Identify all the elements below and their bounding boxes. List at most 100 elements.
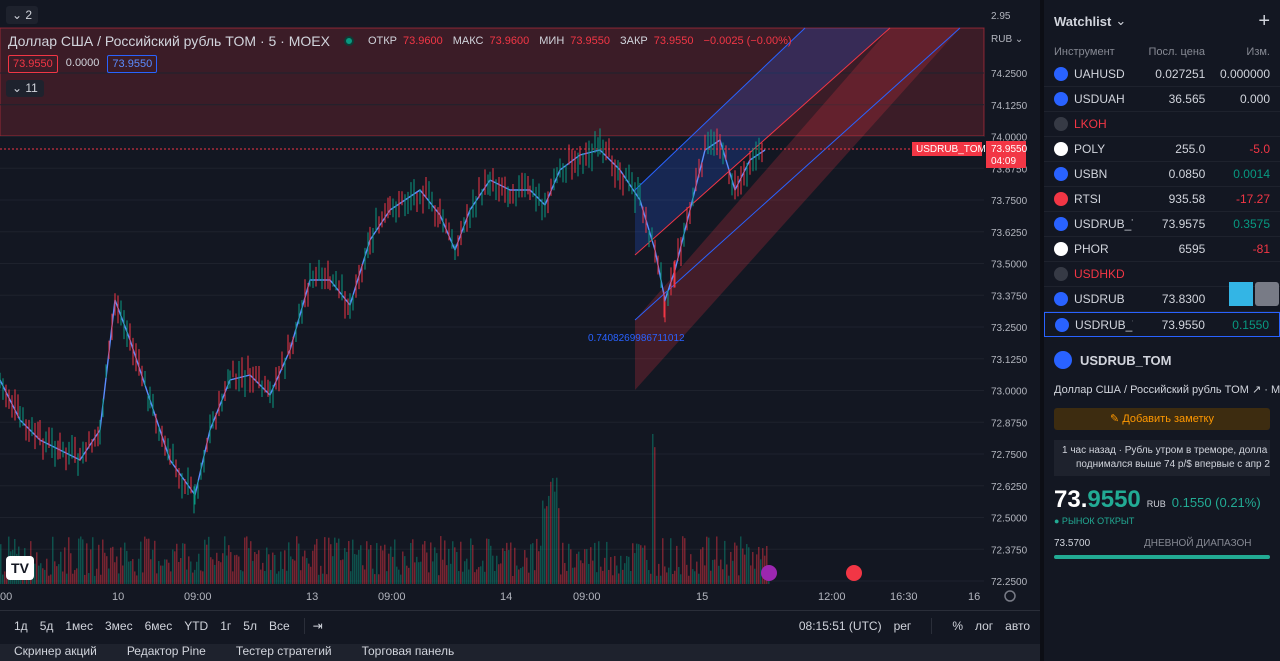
add-note-button[interactable]: ✎ Добавить заметку [1054,408,1270,430]
price-chart[interactable]: 2.95 RUB ⌄ 74.2500 74.1250 74.0000 73.8750 73.… [0,0,1040,610]
volume-bar [360,545,362,584]
volume-bar [710,570,712,584]
volume-bar [380,545,382,584]
watchlist-title[interactable]: Watchlist [1054,13,1112,29]
volume-bar [272,552,274,584]
volume-bar [250,541,252,584]
watchlist-row[interactable]: USDRUB_TOM 73.9550 0.1550 [1044,312,1280,337]
price-tick-label: 73.7500 [991,196,1028,207]
volume-bar [520,568,522,584]
range-all[interactable]: Все [268,618,290,633]
volume-bar [310,566,312,584]
range-low: 73.5700 [1054,538,1091,549]
watchlist-last: 73.9550 [1161,317,1205,332]
range-5y[interactable]: 5л [243,618,257,633]
watchlist-row[interactable]: UAHUSD 0.027251 0.000000 [1044,62,1280,87]
percent-scale-button[interactable]: % [952,618,963,633]
volume-bar [206,544,208,584]
volume-bar [40,563,42,584]
volume-bar [392,556,394,584]
volume-bar [618,573,620,584]
channel-mid-line [634,27,891,256]
volume-bar [436,553,438,584]
volume-bar [174,551,176,584]
volume-bar [750,565,752,584]
chevron-down-icon[interactable]: ⌄ [1115,13,1127,28]
watchlist-row[interactable]: RTSI 935.58 -17.27 [1044,187,1280,212]
session-button[interactable]: рег [893,618,912,633]
watchlist-row[interactable]: USDRUB_TOD 73.9575 0.3575 [1044,212,1280,237]
watchlist-row[interactable]: USBN 0.0850 0.0014 [1044,162,1280,187]
ohlc-close-value: 73.9550 [653,35,694,47]
indicators-toggle[interactable]: ⌄ 11 [6,80,44,97]
auto-scale-button[interactable]: авто [1005,618,1030,633]
col-symbol[interactable]: Инструмент [1054,46,1115,58]
tab-trading-panel[interactable]: Торговая панель [361,644,455,658]
chart-title[interactable]: Доллар США / Российский рубль TOM · 5 · … [8,33,330,49]
col-last[interactable]: Посл. цена [1148,46,1206,58]
volume-bar [264,571,266,584]
volume-bar [166,559,168,584]
add-symbol-icon[interactable]: + [1258,9,1270,32]
ohlc-close-label: ЗАКР [620,35,648,47]
sell-price-box[interactable]: 73.9550 [8,55,58,73]
news-item[interactable]: 1 час назад · Рубль утром в треморе, дол… [1054,440,1270,476]
clock-time[interactable]: 08:15:51 (UTC) [798,618,882,633]
volume-bar [502,548,504,584]
volume-bar [232,571,234,584]
chart-pane[interactable]: 2.95 RUB ⌄ 74.2500 74.1250 74.0000 73.8750 73.… [0,0,1040,640]
time-tick-label: 00 [0,591,12,603]
range-1m[interactable]: 1мес [65,618,93,633]
volume-bar [102,539,104,584]
volume-bar [302,556,304,584]
tab-pine-editor[interactable]: Редактор Pine [126,644,206,658]
range-ytd[interactable]: YTD [184,618,209,633]
tab-strategy-tester[interactable]: Тестер стратегий [235,644,332,658]
date-range-icon[interactable]: ⇥ [312,618,323,633]
watchlist-columns: Инструмент Посл. цена Изм. [1044,42,1280,62]
detail-symbol[interactable]: USDRUB_TOM [1080,352,1172,368]
volume-bar [440,536,442,584]
watchlist-row[interactable]: USDHKD [1044,262,1280,287]
volume-bar [238,556,240,584]
volume-bar [518,569,520,584]
range-3m[interactable]: 3мес [104,618,133,633]
volume-bar [748,547,750,584]
watchlist-row[interactable]: USDUAH 36.565 0.000 [1044,87,1280,112]
volume-bar [172,549,174,584]
volume-bar [322,573,324,584]
volume-bar [428,572,430,584]
log-scale-button[interactable]: лог [974,618,994,633]
ohlc-low-label: МИН [539,35,565,47]
detail-description[interactable]: Доллар США / Российский рубль TOM ↗ · MO… [1054,384,1280,396]
tab-stock-screener[interactable]: Скринер акций [14,644,97,658]
collapse-panes-button[interactable]: ⌄ 2 [6,6,39,24]
screenshot-icon[interactable] [1255,282,1279,306]
col-change[interactable]: Изм. [1246,46,1270,58]
watchlist-row[interactable]: LKOH [1044,112,1280,137]
drawing-tool-icon[interactable] [1229,282,1253,306]
volume-bar [276,573,278,584]
volume-bar [492,555,494,584]
watchlist-row[interactable]: PHOR 6595 -81 [1044,237,1280,262]
range-5d[interactable]: 5д [39,618,54,633]
volume-bar [158,561,160,584]
range-1d[interactable]: 1д [14,618,28,633]
watchlist-row[interactable]: USDRUB 73.8300 [1044,287,1280,312]
volume-bar [558,508,560,584]
range-1y[interactable]: 1г [220,618,232,633]
market-status: ● РЫНОК ОТКРЫТ [1054,516,1135,526]
buy-price-box[interactable]: 73.9550 [107,55,158,73]
tradingview-logo[interactable]: TV [6,556,34,580]
pane-divider[interactable] [1040,0,1044,661]
watchlist-change: 0.0014 [1233,167,1270,181]
volume-bar [510,542,512,584]
volume-bar [562,542,564,584]
volume-bar [716,536,718,584]
volume-bar [68,537,70,584]
range-6m[interactable]: 6мес [144,618,173,633]
volume-bar [644,545,646,584]
watchlist-row[interactable]: POLY 255.0 -5.0 [1044,137,1280,162]
watchlist-symbol: USBN [1074,167,1108,181]
volume-bar [706,536,708,584]
